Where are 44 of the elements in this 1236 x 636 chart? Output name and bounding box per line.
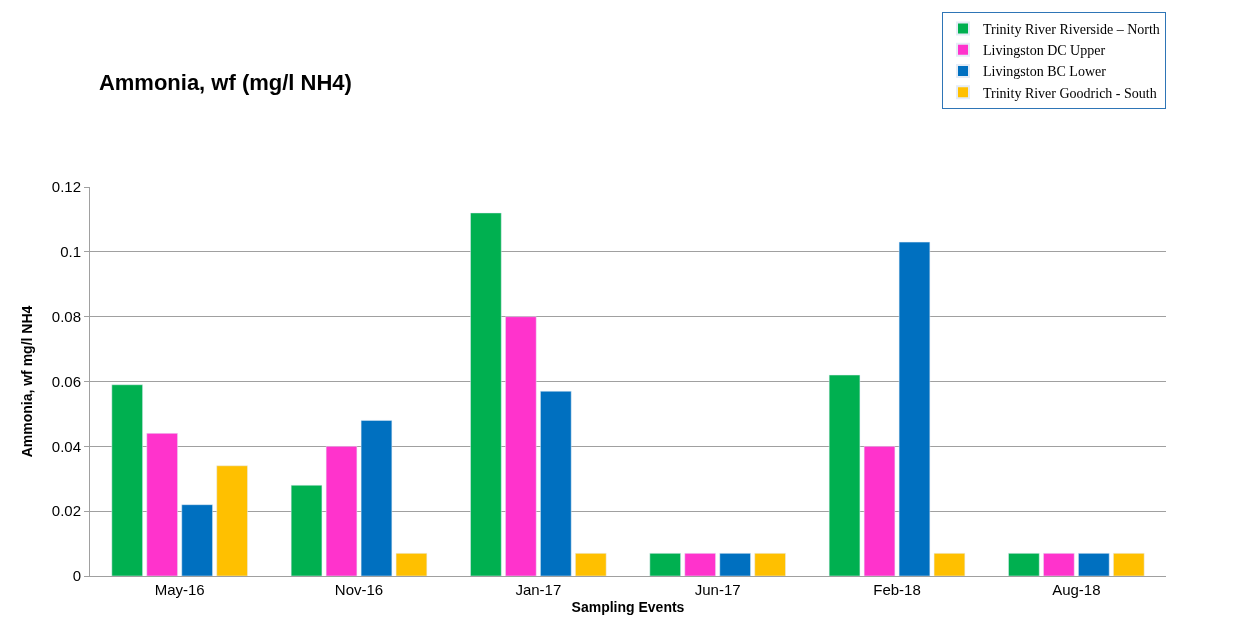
bar bbox=[898, 241, 931, 576]
x-tick-label: Jan-17 bbox=[515, 581, 562, 598]
bar bbox=[575, 553, 607, 576]
legend-label: Livingston BC Lower bbox=[983, 64, 1107, 80]
bar bbox=[1008, 553, 1040, 576]
bar bbox=[1078, 553, 1110, 576]
bar bbox=[649, 553, 681, 576]
y-tick-label: 0.08 bbox=[51, 307, 81, 325]
x-tick-label: Feb-18 bbox=[873, 581, 921, 598]
bar bbox=[933, 553, 966, 576]
bar bbox=[290, 484, 323, 576]
bar bbox=[111, 384, 143, 576]
bar bbox=[540, 390, 572, 576]
y-tick-label: 0.06 bbox=[51, 372, 81, 390]
x-tick-label: May-16 bbox=[154, 581, 205, 598]
y-axis-title: Ammonia, wf mg/l NH4 bbox=[19, 305, 36, 458]
bar bbox=[505, 316, 537, 576]
bar bbox=[754, 553, 786, 576]
bar bbox=[684, 553, 716, 576]
y-tick-label: 0 bbox=[72, 567, 81, 585]
bar bbox=[216, 465, 248, 576]
bar bbox=[325, 446, 358, 576]
y-tick-label: 0.1 bbox=[60, 243, 81, 261]
bar bbox=[863, 446, 896, 576]
chart-title: Ammonia, wf (mg/l NH4) bbox=[98, 70, 352, 96]
legend-label: Trinity River Goodrich - South bbox=[983, 85, 1157, 101]
bar bbox=[470, 212, 502, 576]
bar bbox=[719, 553, 751, 576]
x-tick-label: Aug-18 bbox=[1052, 581, 1101, 598]
y-tick-label: 0.02 bbox=[51, 502, 81, 520]
bar bbox=[146, 433, 178, 576]
bar bbox=[1113, 553, 1145, 576]
x-axis-title: Sampling Events bbox=[571, 599, 685, 616]
bar bbox=[181, 504, 213, 576]
x-tick-label: Nov-16 bbox=[334, 581, 384, 598]
x-tick-label: Jun-17 bbox=[694, 581, 741, 598]
y-tick-label: 0.12 bbox=[51, 178, 81, 196]
bar bbox=[828, 374, 861, 576]
y-tick-label: 0.04 bbox=[51, 437, 81, 455]
legend-label: Livingston DC Upper bbox=[983, 43, 1106, 59]
bar bbox=[1043, 553, 1075, 576]
bar bbox=[360, 420, 393, 576]
bar bbox=[395, 553, 428, 576]
legend-label: Trinity River Riverside – North bbox=[983, 22, 1160, 38]
